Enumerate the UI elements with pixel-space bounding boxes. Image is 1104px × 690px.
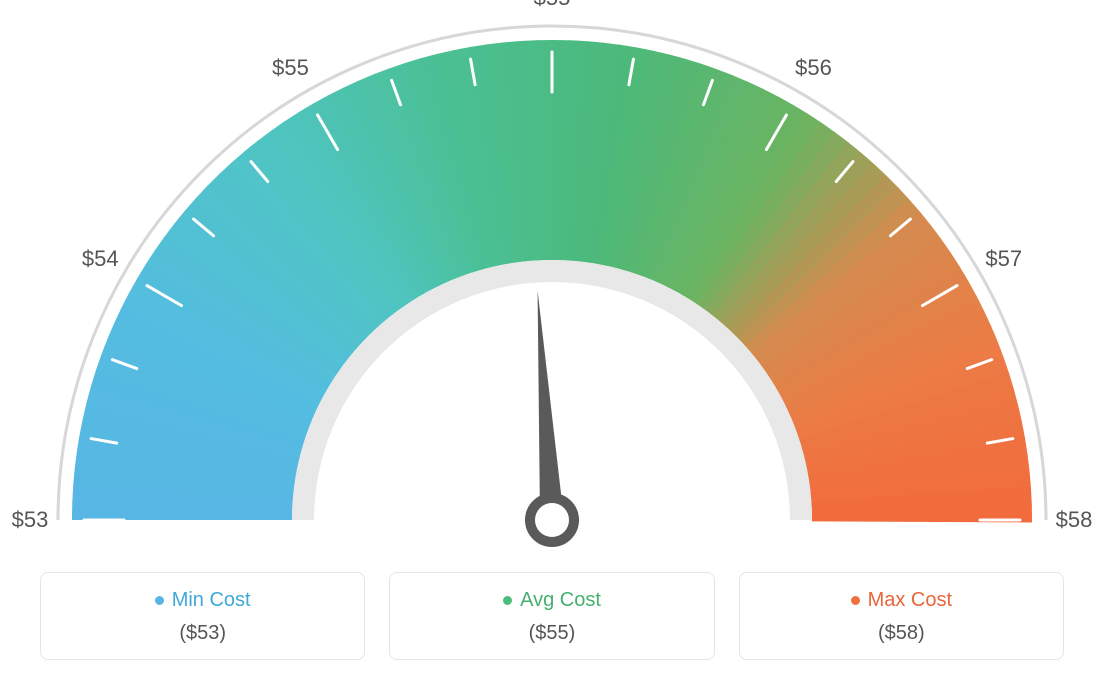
gauge-svg — [0, 0, 1104, 560]
legend-title-max: Max Cost — [868, 589, 952, 612]
gauge-tick-label: $54 — [82, 246, 119, 272]
legend-card-max: Max Cost ($58) — [739, 572, 1064, 660]
chart-container: $53 $54 $55 $55 $56 $57 $58 Min Cost ($53) Avg… — [0, 0, 1104, 690]
legend-title-avg: Avg Cost — [520, 589, 601, 612]
legend-card-avg: Avg Cost ($55) — [389, 572, 714, 660]
gauge-tick-label: $56 — [795, 55, 832, 81]
legend-value-max: ($58) — [740, 622, 1063, 645]
legend-title-row: Min Cost — [41, 589, 364, 612]
dot-icon — [155, 596, 164, 605]
legend-card-min: Min Cost ($53) — [40, 572, 365, 660]
legend-value-min: ($53) — [41, 622, 364, 645]
legend-title-min: Min Cost — [172, 589, 251, 612]
legend-title-row: Avg Cost — [390, 589, 713, 612]
legend-row: Min Cost ($53) Avg Cost ($55) Max Cost (… — [40, 572, 1064, 660]
legend-title-row: Max Cost — [740, 589, 1063, 612]
gauge-tick-label: $55 — [272, 55, 309, 81]
legend-value-avg: ($55) — [390, 622, 713, 645]
gauge-tick-label: $55 — [534, 0, 571, 11]
dot-icon — [503, 596, 512, 605]
gauge-area: $53 $54 $55 $55 $56 $57 $58 — [0, 0, 1104, 560]
gauge-tick-label: $58 — [1056, 507, 1093, 533]
gauge-tick-label: $53 — [12, 507, 49, 533]
gauge-tick-label: $57 — [985, 246, 1022, 272]
dot-icon — [851, 596, 860, 605]
